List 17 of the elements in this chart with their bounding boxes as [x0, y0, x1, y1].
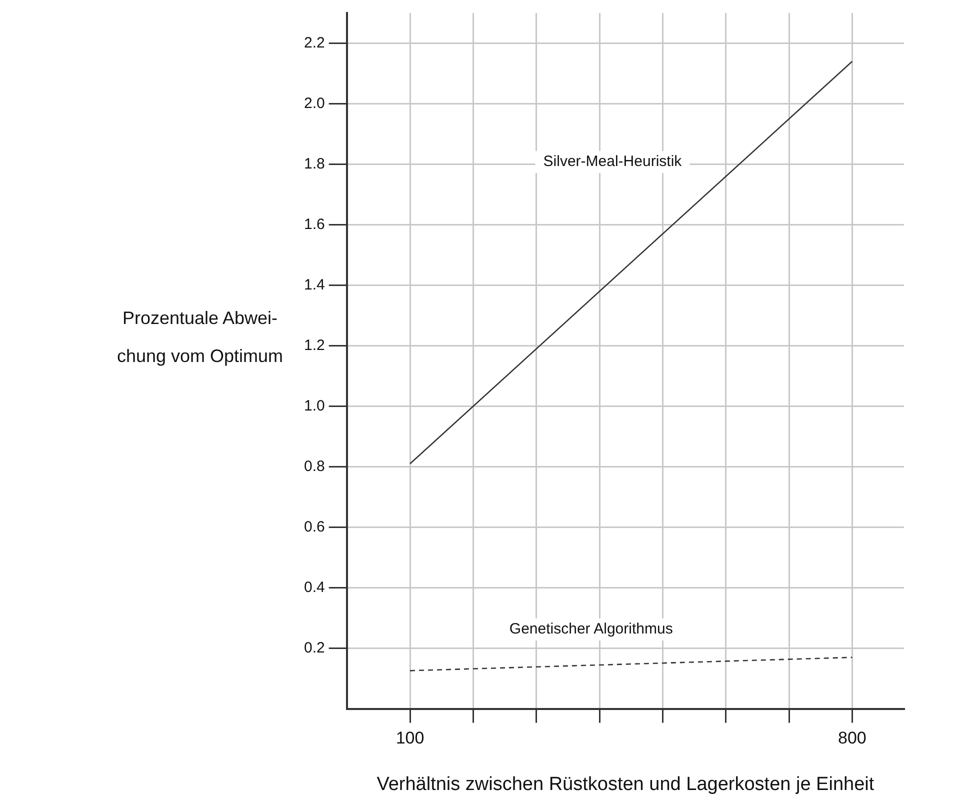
- y-tick-label: 1.6: [304, 216, 325, 233]
- y-tick-label: 2.0: [304, 94, 325, 112]
- y-tick-label: 1.8: [304, 155, 325, 172]
- y-tick-label: 1.4: [304, 276, 325, 294]
- y-tick-label: 0.6: [304, 518, 325, 536]
- series-label: Genetischer Algorithmus: [509, 620, 673, 638]
- x-axis-title: Verhältnis zwischen Rüstkosten und Lagerkosten je Einheit: [376, 774, 875, 795]
- x-tick-label: 800: [838, 728, 866, 748]
- y-tick-label: 0.2: [304, 639, 325, 656]
- y-tick-label: 2.2: [304, 34, 325, 52]
- y-tick-label: 0.8: [304, 458, 325, 475]
- y-tick-label: 1.0: [304, 397, 325, 414]
- y-axis-title: Prozentuale Abwei- chung vom Optimum: [116, 307, 284, 368]
- x-tick-label: 100: [396, 728, 424, 748]
- text: Silver-Meal-Heuristik: [543, 153, 682, 170]
- y-tick-label: 1.2: [304, 336, 325, 354]
- y-tick-label: 0.4: [304, 578, 325, 596]
